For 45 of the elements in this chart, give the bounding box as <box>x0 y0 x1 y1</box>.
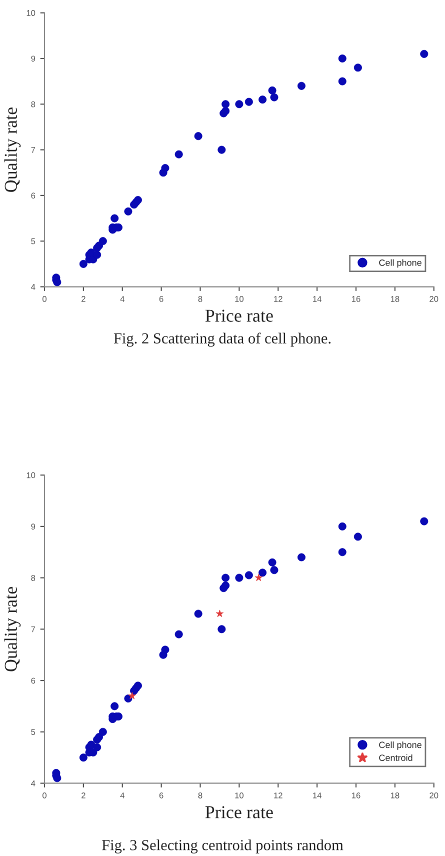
y-tick-label: 5 <box>31 729 36 735</box>
x-tick-label: 6 <box>159 296 164 302</box>
x-tick-label: 2 <box>82 296 86 302</box>
y-tick-label: 6 <box>31 192 36 199</box>
x-tick-label: 14 <box>313 296 322 302</box>
y-tick-label: 9 <box>31 524 36 530</box>
y-tick-label: 7 <box>31 626 36 632</box>
x-tick-label: 0 <box>42 296 46 302</box>
y-tick-label: 5 <box>31 238 36 244</box>
y-tick-label: 10 <box>26 10 36 16</box>
x-tick-label: 12 <box>274 296 282 302</box>
x-tick-label: 8 <box>198 792 202 798</box>
y-tick-label: 10 <box>26 472 36 478</box>
x-tick-label: 16 <box>352 792 360 798</box>
x-axis-title: Price rate <box>205 310 273 322</box>
x-tick-label: 4 <box>120 296 124 302</box>
y-tick-label: 8 <box>31 101 36 108</box>
x-tick-label: 10 <box>235 792 244 798</box>
y-tick-label: 7 <box>31 147 36 153</box>
legend-label: Centroid <box>379 754 412 762</box>
x-tick-label: 12 <box>274 792 282 798</box>
x-tick-label: 20 <box>430 296 438 302</box>
x-tick-label: 6 <box>159 792 164 798</box>
x-tick-label: 10 <box>235 296 244 302</box>
legend-label: Cell phone <box>379 259 422 268</box>
x-tick-label: 18 <box>390 296 400 302</box>
caption: Fig. 2 Scattering data of cell phone. <box>114 332 331 347</box>
x-tick-label: 20 <box>430 792 438 798</box>
y-tick-label: 8 <box>31 575 36 581</box>
x-tick-label: 16 <box>352 296 360 302</box>
x-axis-title: Price rate <box>205 806 273 818</box>
x-tick-label: 4 <box>120 792 124 798</box>
y-tick-label: 4 <box>31 780 36 786</box>
x-tick-label: 14 <box>313 792 322 798</box>
y-axis-title: Quality rate <box>4 108 21 192</box>
y-tick-label: 4 <box>31 284 36 290</box>
caption: Fig. 3 Selecting centroid points random <box>102 840 344 854</box>
y-axis-title: Quality rate <box>4 586 21 672</box>
x-tick-label: 2 <box>82 792 86 798</box>
y-tick-label: 9 <box>31 56 36 62</box>
legend-label: Cell phone <box>379 741 422 750</box>
y-tick-label: 6 <box>31 678 36 684</box>
x-tick-label: 0 <box>42 792 46 798</box>
x-tick-label: 18 <box>390 792 400 798</box>
x-tick-label: 8 <box>198 296 202 302</box>
